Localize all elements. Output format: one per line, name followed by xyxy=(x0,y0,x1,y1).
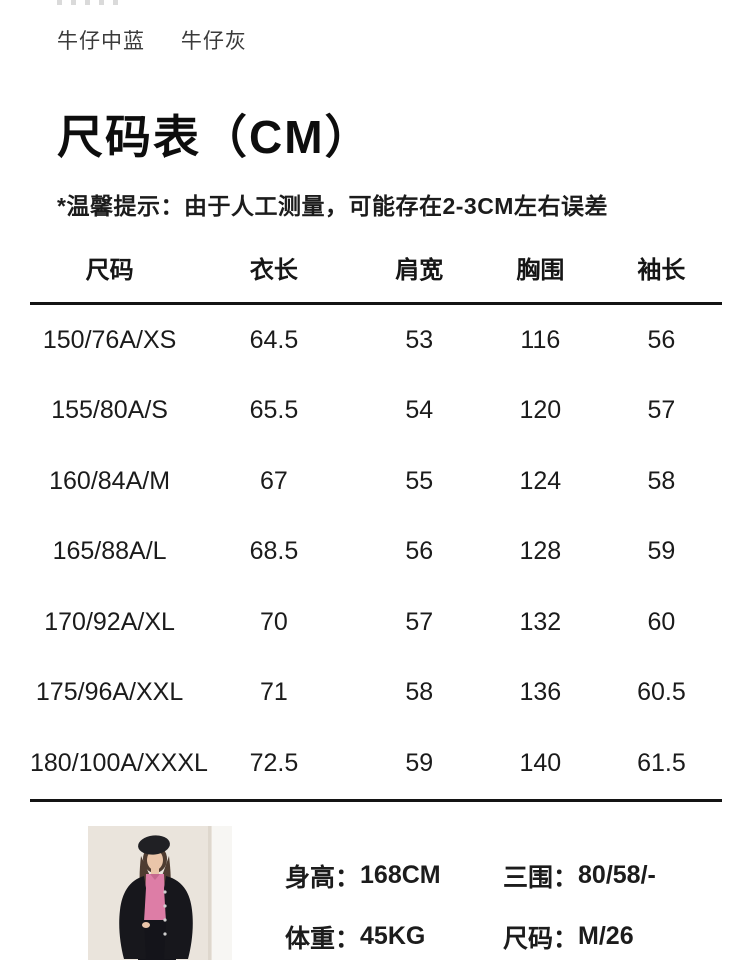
model-size-label: 尺码： xyxy=(503,924,579,953)
model-bwh-label: 三围： xyxy=(503,863,579,892)
table-cell: 58 xyxy=(405,678,434,707)
model-bwh: 三围： 80/58/- xyxy=(503,845,656,906)
table-header-row: 尺码 衣长 肩宽 胸围 袖长 xyxy=(30,232,722,305)
table-cell: 60.5 xyxy=(637,678,686,707)
model-height-value: 168CM xyxy=(360,861,441,889)
table-row: 175/96A/XXL 71 58 136 60.5 xyxy=(30,658,722,729)
table-cell: 57 xyxy=(647,396,676,425)
model-hand xyxy=(142,922,150,928)
table-cell: 170/92A/XL xyxy=(44,607,175,636)
color-option-denim-blue: 牛仔中蓝 xyxy=(57,30,145,53)
table-cell: 60 xyxy=(647,607,676,636)
model-face xyxy=(147,850,163,870)
table-cell: 65.5 xyxy=(249,396,299,425)
table-cell: 116 xyxy=(520,325,561,354)
table-cell: 68.5 xyxy=(249,537,299,566)
model-neck xyxy=(151,868,159,876)
model-jacket-right xyxy=(164,876,193,959)
cropped-text-remnant xyxy=(57,0,119,5)
table-cell: 59 xyxy=(405,748,434,777)
model-height: 身高： 168CM xyxy=(285,845,503,906)
table-cell: 120 xyxy=(519,396,562,425)
table-cell: 54 xyxy=(405,396,434,425)
page-title: 尺码表（CM） xyxy=(57,111,373,163)
color-option-denim-gray: 牛仔灰 xyxy=(180,30,247,53)
table-cell: 59 xyxy=(647,537,676,566)
table-cell: 140 xyxy=(519,748,562,777)
model-jacket-left xyxy=(119,876,146,959)
photo-wall-shadow xyxy=(208,826,211,960)
table-cell: 175/96A/XXL xyxy=(35,678,184,707)
model-photo xyxy=(88,826,232,960)
color-options: 牛仔中蓝 牛仔灰 xyxy=(57,30,247,54)
size-table: 尺码 衣长 肩宽 胸围 袖长 150/76A/XS 64.5 53 116 56… xyxy=(30,232,722,802)
model-measurements: 身高： 168CM 三围： 80/58/- 体重： 45KG 尺码： M/26 xyxy=(285,845,656,960)
table-cell: 57 xyxy=(405,607,434,636)
table-cell: 160/84A/M xyxy=(49,466,171,495)
model-shirt xyxy=(144,874,166,922)
jacket-button xyxy=(163,890,167,894)
header-cell-length: 衣长 xyxy=(249,256,298,284)
table-cell: 53 xyxy=(405,325,434,354)
model-weight-value: 45KG xyxy=(360,922,426,950)
table-cell: 136 xyxy=(519,678,562,707)
table-row: 155/80A/S 65.5 54 120 57 xyxy=(30,376,722,447)
table-cell: 155/80A/S xyxy=(51,396,168,425)
header-cell-bust: 胸围 xyxy=(516,256,565,284)
jacket-button xyxy=(163,918,167,922)
table-cell: 56 xyxy=(405,537,434,566)
table-cell: 72.5 xyxy=(249,748,299,777)
model-size-value: M/26 xyxy=(578,922,634,950)
model-bwh-value: 80/58/- xyxy=(578,861,656,889)
header-cell-shoulder: 肩宽 xyxy=(395,256,444,284)
table-cell: 132 xyxy=(519,607,562,636)
table-row: 160/84A/M 67 55 124 58 xyxy=(30,446,722,517)
table-body: 150/76A/XS 64.5 53 116 56 155/80A/S 65.5… xyxy=(30,305,722,802)
table-cell: 165/88A/L xyxy=(52,537,167,566)
table-row: 170/92A/XL 70 57 132 60 xyxy=(30,587,722,658)
model-photo-illustration xyxy=(88,826,232,960)
table-cell: 55 xyxy=(405,466,434,495)
model-weight: 体重： 45KG xyxy=(285,906,503,960)
table-cell: 70 xyxy=(260,607,288,636)
jacket-button xyxy=(163,904,167,908)
table-cell: 64.5 xyxy=(249,325,299,354)
measurement-note: *温馨提示：由于人工测量，可能存在2-3CM左右误差 xyxy=(57,193,608,219)
table-cell: 58 xyxy=(647,466,676,495)
model-size: 尺码： M/26 xyxy=(503,906,656,960)
table-row: 180/100A/XXXL 72.5 59 140 61.5 xyxy=(30,728,722,799)
table-cell: 128 xyxy=(519,537,562,566)
table-cell: 61.5 xyxy=(637,748,686,777)
table-cell: 124 xyxy=(519,466,562,495)
table-cell: 180/100A/XXXL xyxy=(30,748,208,777)
table-cell: 71 xyxy=(260,678,288,707)
table-cell: 56 xyxy=(647,325,676,354)
jacket-button xyxy=(163,932,167,936)
table-row: 150/76A/XS 64.5 53 116 56 xyxy=(30,305,722,376)
table-cell: 67 xyxy=(260,466,288,495)
model-beret xyxy=(138,835,170,855)
header-cell-sleeve: 袖长 xyxy=(637,256,686,284)
model-shirt-collar xyxy=(150,874,160,880)
table-cell: 150/76A/XS xyxy=(42,325,177,354)
table-row: 165/88A/L 68.5 56 128 59 xyxy=(30,517,722,588)
model-height-label: 身高： xyxy=(285,863,361,892)
photo-wall-strip xyxy=(212,826,232,960)
model-weight-label: 体重： xyxy=(285,924,361,953)
header-cell-size: 尺码 xyxy=(85,256,134,284)
